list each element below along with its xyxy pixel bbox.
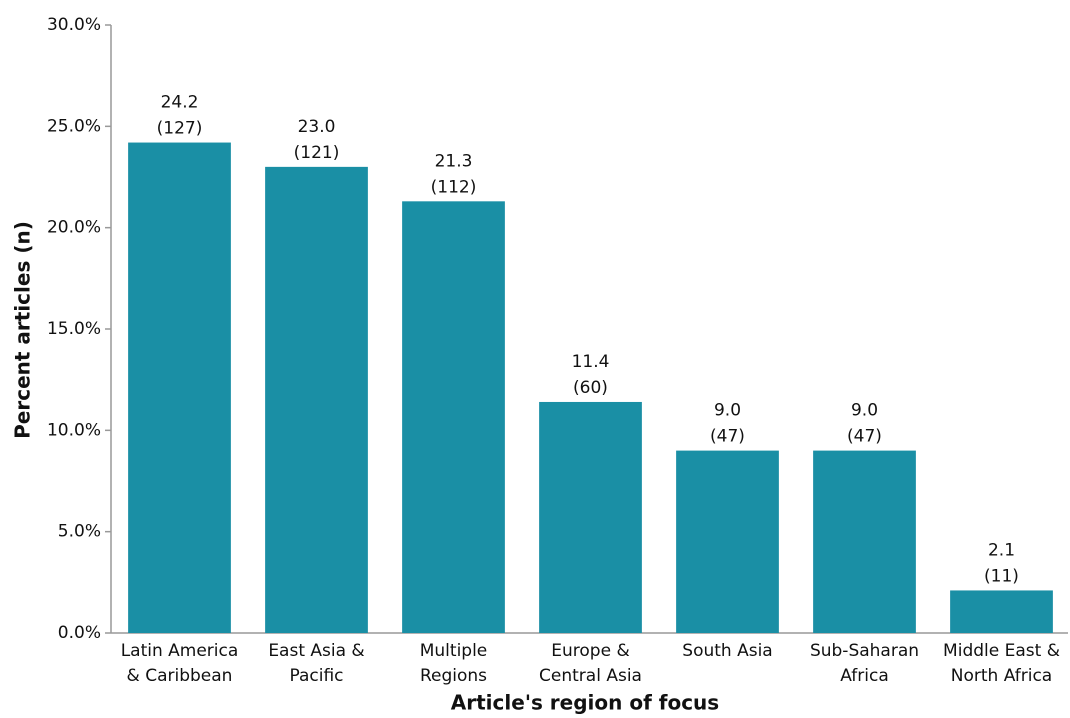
- value-label: 11.4: [572, 352, 610, 372]
- x-tick-label: Sub-Saharan Africa: [810, 641, 919, 686]
- x-tick-label: Multiple Regions: [420, 641, 488, 686]
- value-label: 23.0: [298, 117, 336, 137]
- count-label: (121): [294, 143, 340, 163]
- value-label: 9.0: [714, 401, 741, 421]
- y-tick-label: 0.0%: [58, 623, 101, 643]
- x-tick-label: Latin America & Caribbean: [121, 641, 239, 686]
- x-tick-label: South Asia: [682, 641, 772, 661]
- bar: [402, 201, 505, 633]
- y-tick-label: 10.0%: [47, 420, 101, 440]
- count-label: (60): [573, 378, 608, 398]
- x-tick-label: Europe & Central Asia: [539, 641, 642, 686]
- y-axis-title: Percent articles (n): [11, 221, 35, 439]
- x-tick-label: East Asia & Pacific: [268, 641, 364, 686]
- x-tick-label: Middle East & North Africa: [943, 641, 1060, 686]
- y-tick-label: 5.0%: [58, 522, 101, 542]
- bar: [539, 401, 642, 633]
- value-label: 9.0: [851, 401, 878, 421]
- bar: [813, 450, 916, 633]
- x-axis-title: Article's region of focus: [451, 691, 719, 715]
- count-label: (11): [984, 566, 1019, 586]
- value-label: 21.3: [435, 151, 473, 171]
- bar: [128, 142, 231, 633]
- bar: [265, 166, 368, 633]
- count-label: (112): [431, 177, 477, 197]
- y-tick-label: 30.0%: [47, 15, 101, 35]
- bar: [676, 450, 779, 633]
- count-label: (47): [710, 427, 745, 447]
- y-tick-label: 15.0%: [47, 319, 101, 339]
- y-tick-label: 20.0%: [47, 218, 101, 238]
- value-label: 2.1: [988, 540, 1015, 560]
- bar: [950, 590, 1053, 633]
- value-label: 24.2: [161, 93, 199, 113]
- count-label: (47): [847, 427, 882, 447]
- count-label: (127): [157, 119, 203, 139]
- y-tick-label: 25.0%: [47, 116, 101, 136]
